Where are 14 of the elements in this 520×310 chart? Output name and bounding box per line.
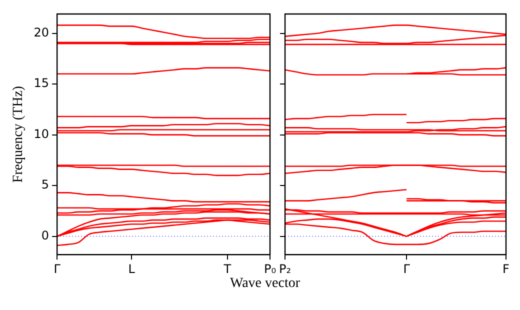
y-tick-label: 10 <box>34 126 50 141</box>
x-tick-label: Γ <box>54 262 61 276</box>
x-tick-label: Γ <box>403 262 410 276</box>
x-tick-label: T <box>222 262 232 276</box>
y-tick-label: 0 <box>41 228 50 242</box>
y-tick-label: 20 <box>34 25 50 40</box>
x-tick-label: F <box>502 262 510 276</box>
y-tick-label: 5 <box>41 178 50 192</box>
x-tick-label: P₀ <box>264 262 276 276</box>
y-axis-title: Frequency (THz) <box>11 86 26 183</box>
y-tick-label: 15 <box>34 76 50 90</box>
x-tick-label: P₂ <box>279 262 292 276</box>
x-tick-label: L <box>128 262 136 276</box>
x-axis-title: Wave vector <box>229 276 301 292</box>
